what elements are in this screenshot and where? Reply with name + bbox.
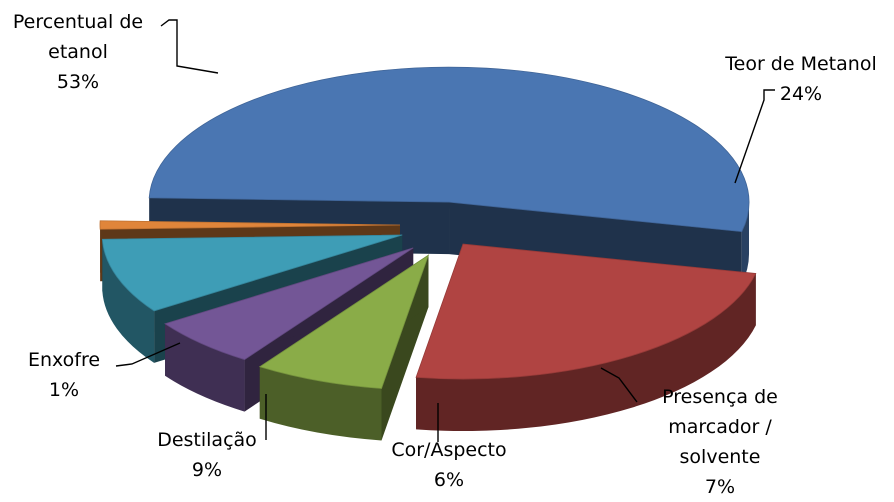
category-label-destilacao: Destilação [157, 429, 257, 451]
destilacao-outer-wall [102, 239, 155, 363]
percentual-de-etanol-wall-end [449, 202, 742, 284]
category-label-cor-aspecto: Cor/Aspecto [391, 439, 506, 461]
percentual-de-etanol-outer-wall [741, 202, 750, 284]
slice-labels: Percentual de etanol 53% Teor de Metanol 24%… [13, 11, 877, 498]
slice-enxofre [99, 220, 401, 230]
pct-label-cor-aspecto: 6% [434, 469, 464, 491]
category-label-enxofre: Enxofre [28, 349, 100, 371]
pct-label-destilacao: 9% [192, 459, 222, 481]
pct-label-enxofre: 1% [49, 379, 79, 401]
leader-enxofre [115, 342, 181, 367]
pct-label-teor-de-metanol: 24% [780, 83, 822, 105]
leader-percentual-de-etanol [160, 19, 219, 74]
leader-presenca-de-marcador-solvente [600, 367, 638, 403]
leader-teor-de-metanol [734, 89, 775, 184]
slice-destilacao [101, 234, 403, 312]
category-label-presenca-de-marcador-solvente: solvente [680, 446, 761, 468]
pct-label-presenca-de-marcador-solvente: 7% [705, 476, 735, 498]
cor-aspecto-outer-wall [165, 323, 245, 412]
category-label-percentual-de-etanol: etanol [48, 41, 108, 63]
slice-tops [99, 66, 757, 389]
category-label-percentual-de-etanol: Percentual de [13, 11, 143, 33]
slice-teor-de-metanol [415, 243, 757, 380]
category-label-teor-de-metanol: Teor de Metanol [724, 53, 876, 75]
slice-cor-aspecto [164, 247, 414, 361]
slice-percentual-de-etanol [148, 66, 750, 233]
teor-de-metanol-outer-wall [416, 273, 756, 432]
leader-lines [115, 19, 775, 442]
presenca-de-marcador-solvente-outer-wall [259, 366, 382, 441]
slice-presenca-de-marcador-solvente [258, 254, 430, 389]
pct-label-percentual-de-etanol: 53% [57, 71, 99, 93]
category-label-presenca-de-marcador-solvente: Presença de [662, 386, 778, 408]
category-label-presenca-de-marcador-solvente: marcador / [668, 416, 772, 438]
